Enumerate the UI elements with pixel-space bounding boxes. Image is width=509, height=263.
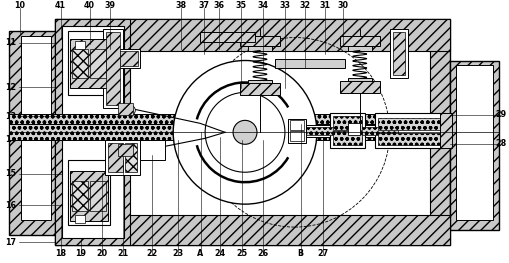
Text: 33: 33 xyxy=(278,1,290,10)
Bar xyxy=(75,37,429,227)
Bar xyxy=(240,36,279,45)
Text: 35: 35 xyxy=(235,1,246,10)
Text: 24: 24 xyxy=(214,249,225,258)
Bar xyxy=(347,78,371,83)
Bar xyxy=(374,113,444,148)
Bar xyxy=(9,114,448,124)
Bar xyxy=(55,19,448,50)
Text: 31: 31 xyxy=(319,1,330,10)
Bar xyxy=(392,32,404,75)
Bar xyxy=(68,31,110,95)
Circle shape xyxy=(125,105,135,115)
Bar xyxy=(55,215,448,245)
Bar xyxy=(329,113,364,148)
Bar xyxy=(9,31,55,235)
Bar xyxy=(247,80,271,85)
Bar xyxy=(9,124,448,140)
Bar xyxy=(120,50,138,67)
Bar xyxy=(75,41,85,49)
Bar xyxy=(448,60,498,230)
Text: B: B xyxy=(297,249,303,258)
Text: 27: 27 xyxy=(317,249,328,258)
Bar xyxy=(339,36,379,45)
Bar xyxy=(240,83,279,95)
Bar xyxy=(274,58,344,68)
Bar xyxy=(55,19,130,245)
Bar xyxy=(339,82,379,93)
Text: 26: 26 xyxy=(257,249,268,258)
Bar xyxy=(389,29,407,78)
Bar xyxy=(105,140,140,175)
Bar xyxy=(288,119,305,143)
Text: 38: 38 xyxy=(175,1,186,10)
Bar xyxy=(90,49,106,78)
Bar xyxy=(377,118,439,130)
Bar xyxy=(72,49,88,78)
Bar xyxy=(108,143,123,172)
Bar xyxy=(90,181,106,211)
Text: 13: 13 xyxy=(6,112,17,120)
Circle shape xyxy=(125,146,135,156)
Text: 10: 10 xyxy=(14,1,25,10)
Text: 30: 30 xyxy=(336,1,347,10)
Bar xyxy=(20,36,50,220)
Text: 23: 23 xyxy=(172,249,183,258)
Bar xyxy=(347,45,371,50)
Text: 21: 21 xyxy=(117,249,128,258)
Bar xyxy=(200,32,254,42)
Text: 16: 16 xyxy=(6,201,17,210)
Bar xyxy=(125,143,137,172)
Text: 22: 22 xyxy=(146,249,158,258)
Text: 15: 15 xyxy=(6,169,17,178)
Bar xyxy=(103,29,123,108)
Bar xyxy=(332,131,361,145)
Text: 28: 28 xyxy=(494,139,505,148)
Text: 14: 14 xyxy=(6,135,17,144)
Text: 19: 19 xyxy=(75,249,87,258)
Text: 11: 11 xyxy=(6,38,17,47)
Bar xyxy=(70,39,108,88)
Text: 12: 12 xyxy=(6,83,17,92)
Circle shape xyxy=(205,92,285,172)
Bar xyxy=(377,133,439,145)
Bar xyxy=(332,116,361,130)
Bar xyxy=(68,160,110,225)
Bar xyxy=(55,19,448,245)
Text: A: A xyxy=(197,249,203,258)
Bar xyxy=(63,26,124,238)
Text: 25: 25 xyxy=(236,249,247,258)
Text: 39: 39 xyxy=(104,1,115,10)
Bar xyxy=(347,123,359,135)
Bar xyxy=(289,131,303,141)
Text: 32: 32 xyxy=(299,1,310,10)
Bar xyxy=(291,127,397,135)
Text: 17: 17 xyxy=(6,237,17,246)
Circle shape xyxy=(233,120,257,144)
Bar xyxy=(439,113,450,148)
Bar xyxy=(72,181,88,211)
Bar xyxy=(118,49,140,68)
Bar xyxy=(106,32,120,105)
Text: 34: 34 xyxy=(257,1,268,10)
Text: 41: 41 xyxy=(55,1,66,10)
Bar xyxy=(455,65,492,220)
Text: 36: 36 xyxy=(213,1,224,10)
Bar xyxy=(289,120,303,130)
Circle shape xyxy=(173,60,316,204)
Bar xyxy=(75,215,85,223)
Text: 20: 20 xyxy=(97,249,108,258)
Bar xyxy=(140,140,165,160)
Text: 37: 37 xyxy=(198,1,209,10)
Bar xyxy=(70,171,108,221)
Text: 18: 18 xyxy=(55,249,66,258)
Text: 29: 29 xyxy=(494,110,505,119)
Bar xyxy=(118,103,133,115)
Text: 40: 40 xyxy=(84,1,95,10)
Bar xyxy=(118,144,133,156)
Bar xyxy=(289,125,399,137)
Bar xyxy=(247,45,271,50)
